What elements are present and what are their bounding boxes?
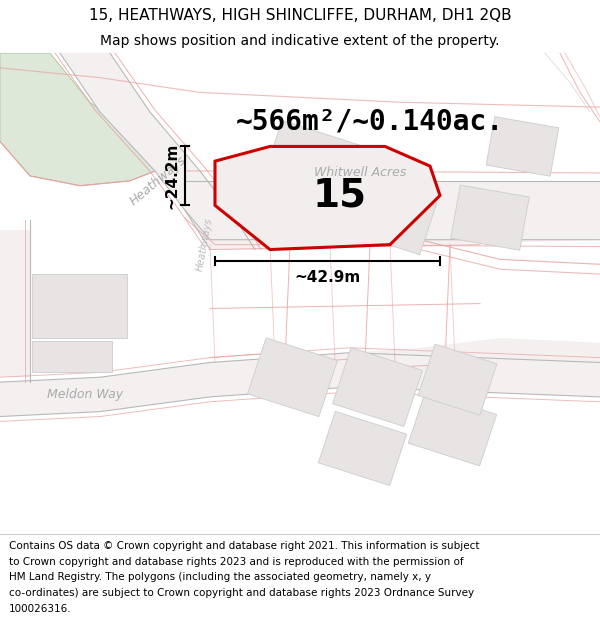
Bar — [451, 185, 529, 250]
Text: Whitwell Acres: Whitwell Acres — [314, 166, 406, 179]
Text: Meldon Way: Meldon Way — [47, 388, 123, 401]
Polygon shape — [0, 230, 30, 378]
Text: Map shows position and indicative extent of the property.: Map shows position and indicative extent… — [100, 34, 500, 48]
Polygon shape — [0, 53, 155, 186]
Bar — [32, 341, 112, 372]
Bar — [409, 392, 497, 466]
Bar — [349, 181, 437, 255]
Text: 15: 15 — [313, 176, 367, 214]
Bar — [418, 344, 497, 415]
Polygon shape — [215, 146, 440, 249]
Text: ~24.2m: ~24.2m — [164, 142, 179, 209]
Polygon shape — [60, 53, 255, 249]
Text: ~42.9m: ~42.9m — [295, 269, 361, 284]
Bar — [248, 338, 337, 417]
Bar — [486, 117, 559, 176]
Text: Heathways: Heathways — [127, 154, 189, 208]
Bar — [332, 348, 422, 426]
Bar — [32, 274, 127, 338]
Bar — [262, 121, 363, 207]
Text: Heathways: Heathways — [196, 217, 215, 272]
Text: Contains OS data © Crown copyright and database right 2021. This information is : Contains OS data © Crown copyright and d… — [9, 541, 479, 551]
Text: 100026316.: 100026316. — [9, 604, 71, 614]
Text: to Crown copyright and database rights 2023 and is reproduced with the permissio: to Crown copyright and database rights 2… — [9, 557, 464, 567]
Polygon shape — [185, 181, 600, 249]
Bar — [319, 411, 407, 486]
Polygon shape — [0, 352, 600, 416]
Text: ~566m²/~0.140ac.: ~566m²/~0.140ac. — [236, 108, 504, 136]
Text: HM Land Registry. The polygons (including the associated geometry, namely x, y: HM Land Registry. The polygons (includin… — [9, 572, 431, 582]
Text: co-ordinates) are subject to Crown copyright and database rights 2023 Ordnance S: co-ordinates) are subject to Crown copyr… — [9, 588, 474, 598]
Polygon shape — [350, 338, 600, 397]
Text: 15, HEATHWAYS, HIGH SHINCLIFFE, DURHAM, DH1 2QB: 15, HEATHWAYS, HIGH SHINCLIFFE, DURHAM, … — [89, 8, 511, 23]
